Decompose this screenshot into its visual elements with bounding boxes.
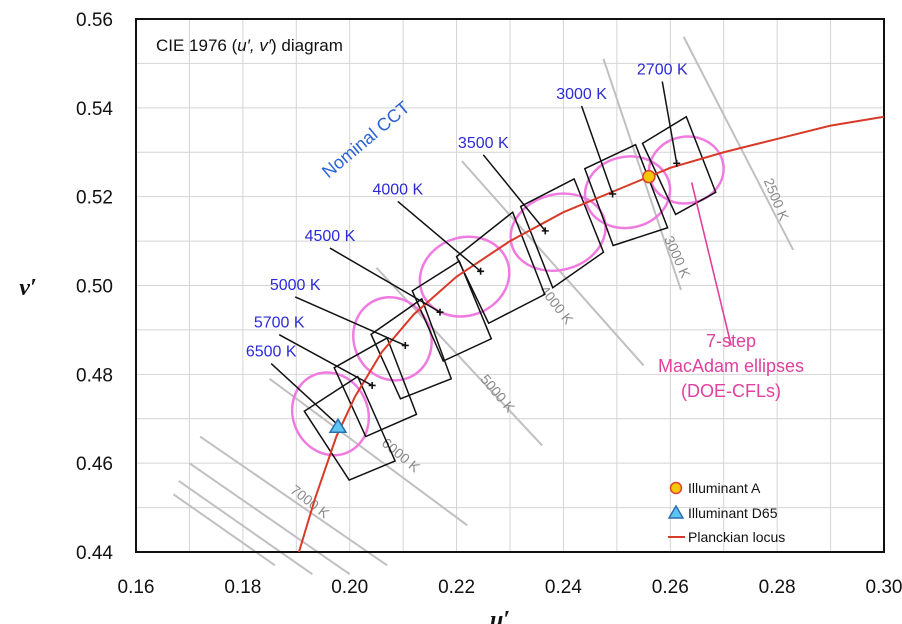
cct-quadrangle [455, 210, 546, 325]
isotherm-label: 3000 K [661, 233, 694, 281]
x-tick-label: 0.22 [438, 577, 475, 598]
isotherm-line [682, 36, 795, 251]
y-tick-label: 0.48 [76, 365, 113, 386]
grid [135, 18, 885, 553]
cct-point-marker [477, 267, 485, 275]
cct-quadrangle [333, 336, 418, 438]
macadam-ellipse [509, 192, 607, 272]
x-tick-label: 0.20 [331, 577, 368, 598]
y-tick-label: 0.44 [76, 543, 113, 564]
isotherm-label: 2500 K [761, 176, 793, 224]
cct-quadrangle [641, 115, 717, 216]
cct-point-marker [541, 227, 549, 235]
isotherm-line [461, 160, 645, 367]
x-tick-label: 0.28 [759, 577, 796, 598]
macadam-note-line-2: MacAdam ellipses [658, 356, 804, 376]
isotherm-line [188, 462, 351, 576]
cct-point-marker [673, 159, 681, 167]
x-tick-label: 0.26 [652, 577, 689, 598]
cct-label: 3000 K [556, 86, 607, 103]
x-tick-label: 0.24 [545, 577, 582, 598]
macadam-ellipse [583, 155, 672, 230]
isotherm-line [375, 267, 543, 447]
cct-label: 5000 K [270, 277, 321, 294]
macadam-ellipse [290, 371, 371, 457]
legend: Illuminant A Illuminant D65 Planckian lo… [667, 480, 785, 545]
macadam-note-line-3: (DOE-CFLs) [681, 381, 781, 401]
cct-quadrangle [370, 297, 453, 400]
cct-leader-line [580, 105, 614, 195]
cct-points: 6500 K 5700 K 5000 K 4500 K 4000 K 3500 K 3000… [246, 62, 688, 429]
x-tick-label: 0.16 [118, 577, 155, 598]
cct-leader-line [329, 247, 441, 313]
isotherm-line [199, 435, 388, 567]
cct-label: 3500 K [458, 135, 509, 152]
y-tick-label: 0.52 [76, 188, 113, 209]
y-tick-label: 0.46 [76, 454, 113, 475]
cct-leader-line [294, 296, 406, 347]
isotherm-line [178, 480, 313, 576]
cct-label: 4500 K [305, 228, 356, 245]
cct-label: 5700 K [254, 315, 305, 332]
y-tick-label: 0.56 [76, 10, 113, 31]
isotherm-label: 5000 K [477, 371, 518, 416]
cct-label: 4000 K [372, 181, 423, 198]
cct-quadrangle [303, 375, 397, 481]
legend-illuminant-d65-label: Illuminant D65 [688, 505, 778, 521]
cct-point-marker [401, 341, 409, 349]
illuminant-d65-marker [328, 417, 348, 434]
cct-leader-line [397, 200, 482, 272]
y-tick-labels: 0.44 0.46 0.48 0.50 0.52 0.54 0.56 [76, 10, 113, 564]
legend-illuminant-a-marker [669, 481, 683, 495]
legend-planckian-locus-label: Planckian locus [688, 529, 785, 545]
illuminant-a-marker [642, 169, 656, 184]
cct-leader-line [661, 81, 678, 164]
cct-label: 6500 K [246, 344, 297, 361]
y-axis-title: v′ [19, 275, 36, 301]
legend-illuminant-d65-marker [667, 504, 685, 519]
x-tick-label: 0.30 [866, 577, 902, 598]
isotherm-line [172, 493, 276, 567]
cct-point-marker [368, 381, 376, 389]
chart-title: CIE 1976 (u′, v′) diagram [156, 36, 343, 55]
macadam-note-line-1: 7-step [706, 331, 756, 351]
legend-illuminant-a-label: Illuminant A [688, 480, 761, 496]
cct-quadrangle [519, 177, 605, 289]
macadam-ellipse [418, 235, 511, 318]
illuminant-markers [328, 169, 656, 434]
y-tick-label: 0.50 [76, 277, 113, 298]
x-tick-label: 0.18 [224, 577, 261, 598]
cct-quadrangles [303, 115, 717, 481]
cct-point-marker [436, 308, 444, 316]
cct-quadrangle [411, 259, 493, 363]
nominal-cct-label: Nominal CCT [318, 97, 414, 182]
y-tick-label: 0.54 [76, 99, 113, 120]
cct-leader-line [278, 334, 373, 387]
isotherm-line [602, 58, 682, 291]
x-axis-title: u′ [490, 607, 510, 624]
x-tick-labels: 0.16 0.18 0.20 0.22 0.24 0.26 0.28 0.30 [118, 577, 902, 598]
macadam-pointer-line [690, 182, 732, 346]
cct-leader-line [482, 154, 546, 232]
planckian-locus-line [297, 115, 885, 553]
isotherm-line [268, 377, 468, 527]
cct-point-marker [609, 190, 617, 198]
cct-leader-line [270, 363, 340, 426]
cct-quadrangle [583, 143, 669, 247]
plot-frame [135, 18, 885, 553]
cct-label: 2700 K [637, 62, 688, 79]
